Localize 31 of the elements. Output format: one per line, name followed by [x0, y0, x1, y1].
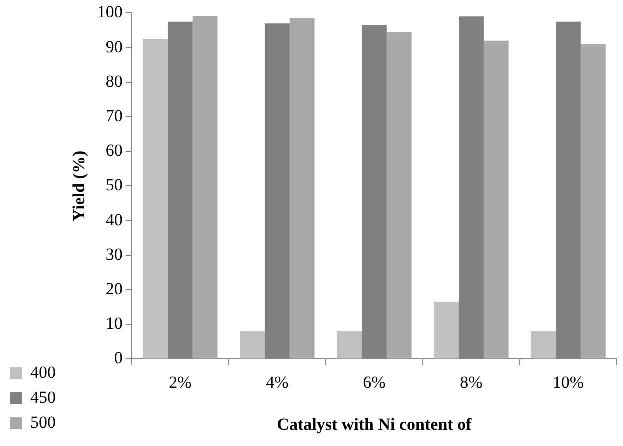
y-tick-label: 100: [97, 2, 123, 22]
y-tick-label: 60: [106, 141, 123, 160]
bar: [580, 44, 606, 359]
bar: [192, 16, 218, 359]
bar: [484, 40, 509, 359]
y-tick-label: 30: [106, 244, 123, 264]
legend-label: 500: [30, 412, 56, 432]
y-tick-label: 70: [106, 106, 123, 126]
y-tick-label: 80: [106, 72, 123, 91]
bar: [386, 32, 412, 359]
bar: [290, 18, 315, 359]
x-axis-title: Catalyst with Ni content of: [277, 415, 472, 434]
y-tick-label: 10: [106, 314, 123, 334]
x-tick-label: 4%: [266, 372, 289, 392]
y-tick-label: 20: [106, 279, 123, 298]
y-tick-label: 0: [114, 348, 123, 368]
y-tick-label: 40: [106, 210, 123, 230]
legend-label: 400: [30, 362, 56, 382]
bar: [143, 39, 168, 359]
x-tick-label: 10%: [552, 372, 584, 392]
legend-label: 450: [30, 388, 56, 407]
bar: [531, 332, 556, 359]
bar: [434, 302, 460, 359]
bar: [337, 332, 362, 359]
y-tick-label: 50: [106, 176, 123, 195]
x-tick-label: 2%: [169, 372, 192, 392]
bar: [240, 332, 265, 359]
x-tick-label: 6%: [363, 372, 386, 392]
x-tick-label: 8%: [460, 372, 483, 392]
y-axis-title: Yield (%): [70, 150, 89, 222]
y-tick-label: 90: [106, 37, 123, 56]
